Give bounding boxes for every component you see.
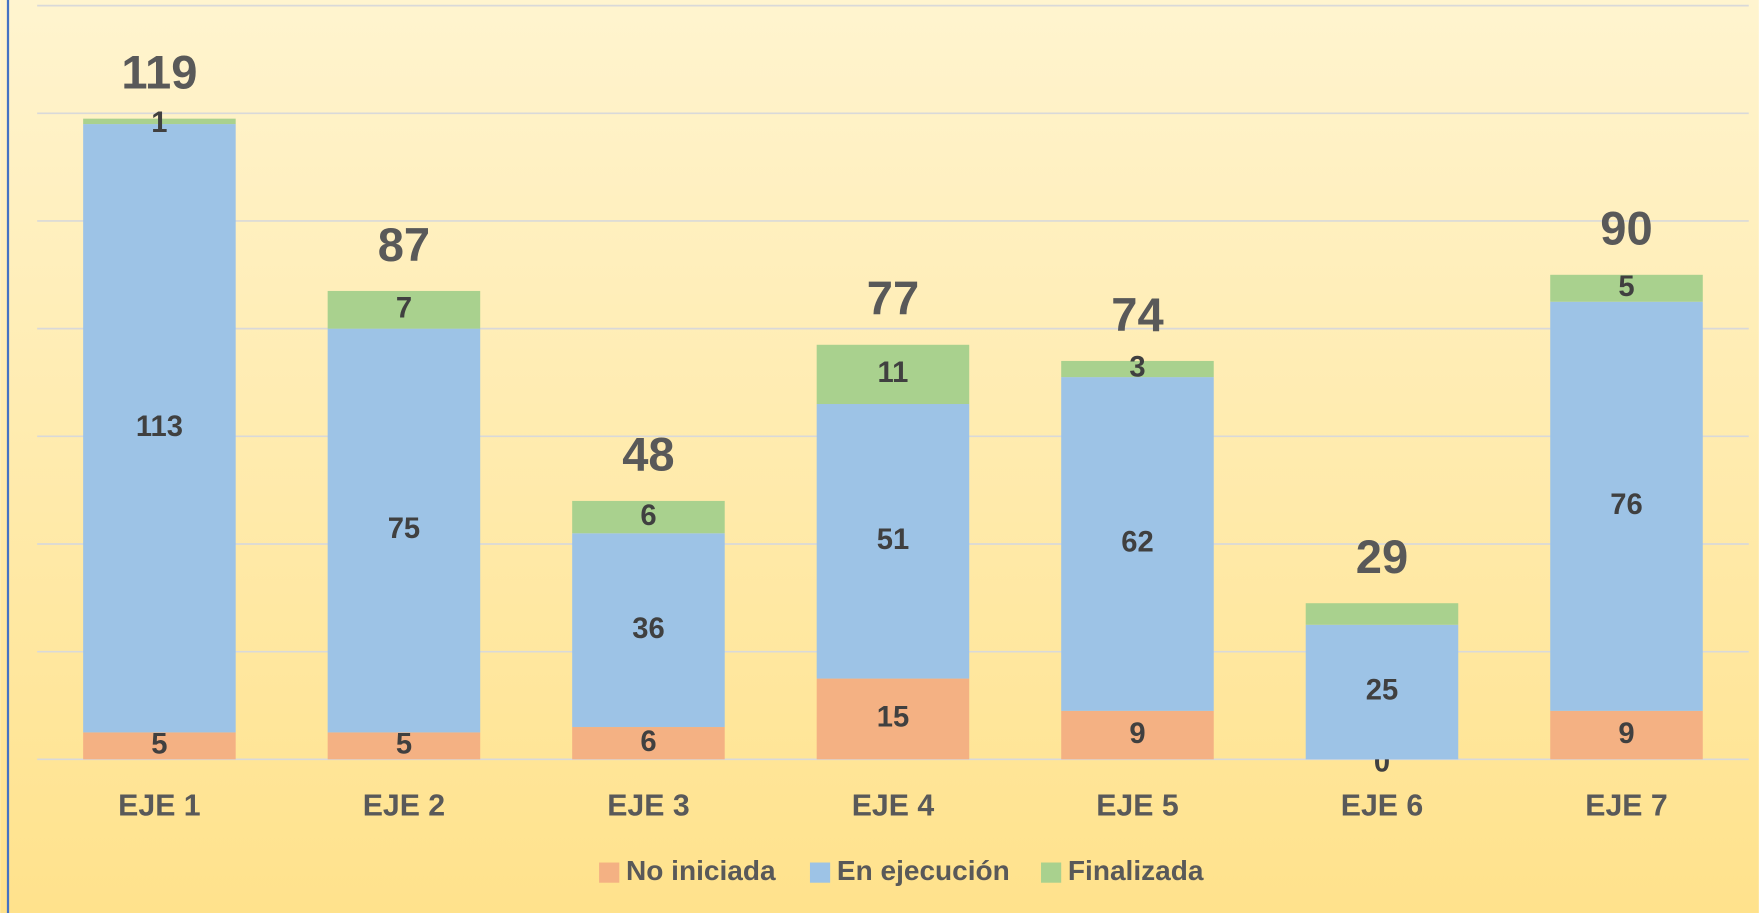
bar-segment xyxy=(327,328,481,733)
x-tick-label: EJE 5 xyxy=(1096,790,1178,823)
total-label: 77 xyxy=(867,272,919,325)
total-label: 87 xyxy=(378,218,430,271)
bar-segment xyxy=(1061,377,1214,711)
total-label: 90 xyxy=(1600,202,1652,255)
data-label: 113 xyxy=(136,411,183,443)
x-tick-label: EJE 6 xyxy=(1341,790,1423,823)
x-tick-label: EJE 1 xyxy=(118,790,200,823)
bar-segment xyxy=(1305,603,1459,625)
bar-segment xyxy=(1550,710,1703,760)
data-label: 11 xyxy=(878,357,909,389)
total-label: 48 xyxy=(622,428,674,481)
data-label: 6 xyxy=(640,500,656,532)
bar-segment xyxy=(83,118,236,125)
bar-segment xyxy=(1061,710,1214,760)
data-label: 25 xyxy=(1366,675,1398,707)
data-label: 6 xyxy=(640,726,656,758)
bar-segment xyxy=(572,727,725,760)
data-label: 62 xyxy=(1121,527,1153,559)
data-label: 1 xyxy=(151,107,167,139)
bar-segment xyxy=(1550,301,1703,711)
x-tick-label: EJE 7 xyxy=(1585,790,1667,823)
data-label: 36 xyxy=(632,613,664,645)
data-label: 9 xyxy=(1618,718,1634,750)
data-label: 7 xyxy=(396,292,412,324)
legend-swatch xyxy=(1041,862,1062,883)
bar-segment xyxy=(327,290,481,329)
data-label: 76 xyxy=(1610,489,1642,521)
legend-label: Finalizada xyxy=(1068,855,1204,886)
data-label: 9 xyxy=(1129,718,1145,750)
bar-segment xyxy=(1550,274,1703,302)
x-tick-label: EJE 2 xyxy=(363,790,445,823)
bar-segment xyxy=(816,344,970,405)
data-label: 75 xyxy=(388,513,420,545)
bar-segment xyxy=(83,124,236,733)
bar-segment xyxy=(572,500,725,534)
data-label: 5 xyxy=(396,729,412,761)
data-label: 5 xyxy=(151,729,167,761)
data-label: 3 xyxy=(1129,352,1145,384)
x-tick-label: EJE 3 xyxy=(607,790,689,823)
legend-swatch xyxy=(599,862,620,883)
data-label: 51 xyxy=(877,524,909,556)
legend-label: En ejecución xyxy=(837,855,1010,886)
data-label: 5 xyxy=(1618,271,1634,303)
total-label: 119 xyxy=(121,45,197,98)
data-label: 15 xyxy=(877,702,909,734)
bar-segment xyxy=(1061,360,1214,378)
legend-swatch xyxy=(809,862,831,883)
bar-segment xyxy=(83,732,236,760)
bar-segment xyxy=(816,678,970,760)
total-label: 74 xyxy=(1111,288,1163,341)
legend-label: No iniciada xyxy=(626,855,776,886)
bar-segment xyxy=(327,732,481,760)
bar-segment xyxy=(1305,624,1459,760)
total-label: 29 xyxy=(1356,530,1408,583)
bar-segment xyxy=(572,533,725,728)
bar-segment xyxy=(816,404,970,679)
x-tick-label: EJE 4 xyxy=(852,790,935,823)
